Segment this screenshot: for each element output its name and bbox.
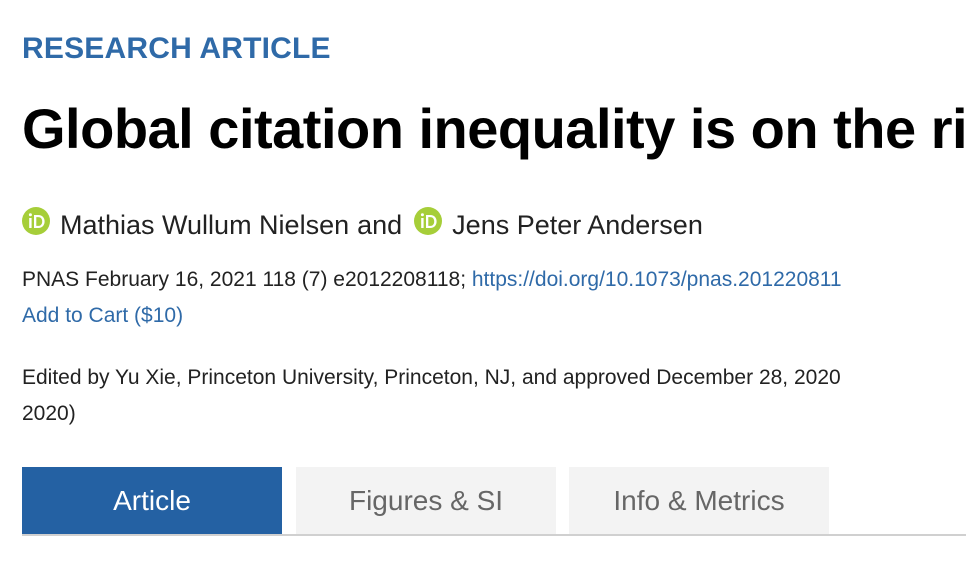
add-to-cart-link[interactable]: Add to Cart ($10) (22, 304, 184, 327)
article-tabs: Article Figures & SI Info & Metrics (22, 467, 966, 537)
edited-by-line-1: Edited by Yu Xie, Princeton University, … (22, 366, 841, 389)
tab-article[interactable]: Article (22, 467, 282, 534)
edited-by-note: Edited by Yu Xie, Princeton University, … (22, 360, 966, 432)
article-type-label: RESEARCH ARTICLE (22, 32, 331, 65)
doi-link[interactable]: https://doi.org/10.1073/pnas.201220811 (471, 268, 842, 291)
citation-line: PNAS February 16, 2021 118 (7) e20122081… (22, 268, 842, 292)
author-name-link[interactable]: Mathias Wullum Nielsen (60, 209, 350, 240)
tab-figures-si[interactable]: Figures & SI (296, 467, 556, 534)
edited-by-line-2: 2020) (22, 402, 76, 425)
tabs-divider (22, 534, 966, 536)
author-name-link[interactable]: Jens Peter Andersen (452, 209, 703, 240)
orcid-icon[interactable] (22, 207, 50, 235)
author-list: Mathias Wullum Nielsen and Jens Peter An… (22, 207, 711, 243)
author-conjunction: and (357, 209, 403, 240)
citation-text: PNAS February 16, 2021 118 (7) e20122081… (22, 268, 472, 291)
article-title: Global citation inequality is on the ri (22, 97, 966, 160)
tab-info-metrics[interactable]: Info & Metrics (569, 467, 829, 534)
orcid-icon[interactable] (414, 207, 443, 235)
